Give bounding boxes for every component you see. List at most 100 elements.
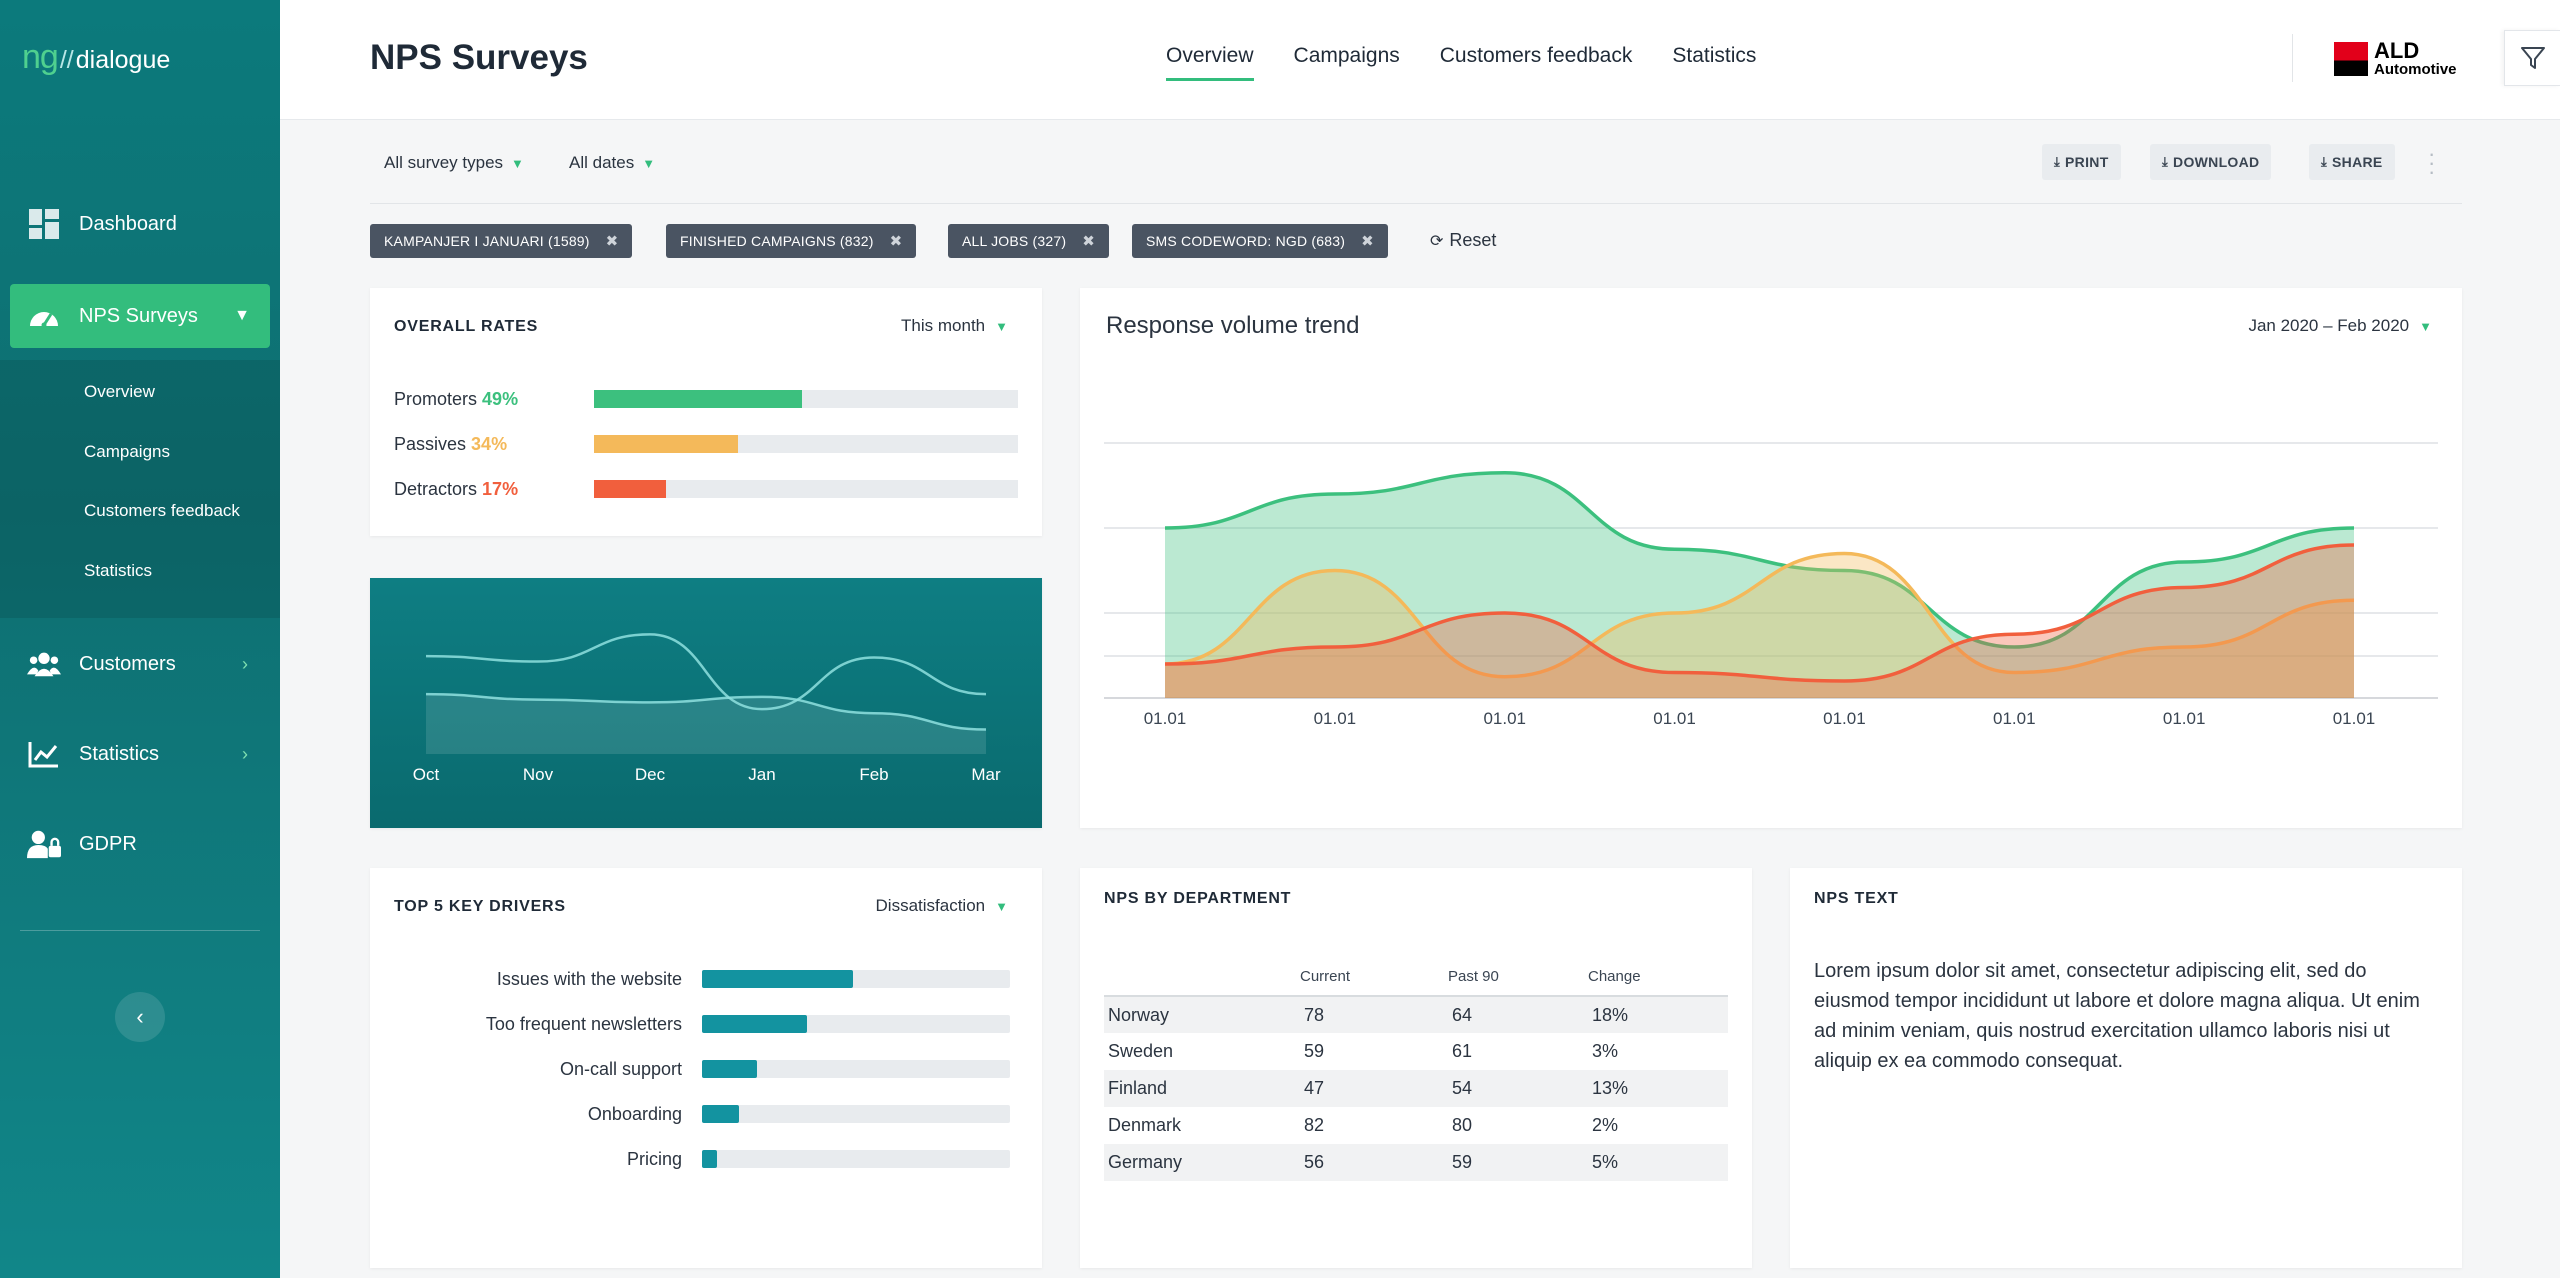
collapse-sidebar-button[interactable]: ‹ bbox=[115, 992, 165, 1042]
sidebar-item-label: Customers bbox=[79, 652, 176, 675]
driver-track bbox=[702, 1015, 1010, 1033]
date-range-dropdown[interactable]: Jan 2020 – Feb 2020 ▼ bbox=[2248, 316, 2432, 336]
sidebar-item-gdpr[interactable]: GDPR bbox=[0, 816, 280, 872]
rate-name: Detractors bbox=[394, 479, 478, 499]
tab-campaigns[interactable]: Campaigns bbox=[1293, 44, 1400, 67]
nps-text-body: Lorem ipsum dolor sit amet, consectetur … bbox=[1814, 960, 2420, 1072]
series-area bbox=[1165, 545, 2354, 698]
subnav-item-customers-feedback[interactable]: Customers feedback bbox=[84, 501, 240, 520]
table-row: Norway 78 64 18% bbox=[1104, 996, 1728, 1033]
table-cell: 56 bbox=[1300, 1144, 1448, 1181]
more-options-icon[interactable]: · · · bbox=[2428, 141, 2436, 184]
date-dropdown[interactable]: All dates ▼ bbox=[569, 153, 655, 173]
close-icon[interactable]: ✖ bbox=[1361, 233, 1374, 250]
share-button[interactable]: ⤓ SHARE bbox=[2309, 144, 2395, 180]
table-cell: 61 bbox=[1452, 1041, 1473, 1061]
close-icon[interactable]: ✖ bbox=[889, 233, 903, 250]
subnav-item-overview[interactable]: Overview bbox=[84, 382, 155, 401]
driver-label: Pricing bbox=[626, 1149, 682, 1169]
logo-slash: // bbox=[59, 46, 74, 74]
subnav-item-campaigns[interactable]: Campaigns bbox=[84, 442, 170, 461]
mini-line-chart: Oct Nov Dec Jan Feb Mar bbox=[413, 633, 1001, 784]
tab-customers-feedback[interactable]: Customers feedback bbox=[1439, 44, 1633, 67]
dropdown-value: All survey types bbox=[384, 153, 504, 172]
key-drivers-card: TOP 5 KEY DRIVERS Dissatisfaction ▼ Issue… bbox=[370, 868, 1042, 1268]
print-button[interactable]: ⤓ PRINT bbox=[2042, 144, 2121, 180]
driver-bar bbox=[702, 1150, 718, 1168]
rate-value: 49% bbox=[482, 389, 519, 409]
reset-filters-button[interactable]: ⟳ Reset bbox=[1430, 230, 1496, 251]
department-table: Current Past 90 Change Norway 78 64 18% Swed… bbox=[1104, 958, 1728, 1181]
download-icon: ⤓ bbox=[2162, 154, 2169, 169]
series-line bbox=[1164, 543, 2355, 683]
tab-overview[interactable]: Overview bbox=[1166, 44, 1254, 81]
reset-label: Reset bbox=[1449, 230, 1497, 250]
sidebar: ng // dialogue Dashboard NPS Surveys ▼ O… bbox=[0, 0, 280, 1278]
chevron-down-icon: ▼ bbox=[234, 307, 250, 324]
dropdown-value: All dates bbox=[569, 153, 635, 172]
driver-track bbox=[702, 1060, 1010, 1078]
x-tick-label: 01.01 bbox=[1314, 709, 1357, 728]
x-tick-label: 01.01 bbox=[1144, 709, 1187, 728]
table-cell: 2% bbox=[1592, 1115, 1619, 1135]
chart-line-icon bbox=[27, 737, 61, 771]
header-tabs: Overview Campaigns Customers feedback St… bbox=[1166, 44, 1756, 81]
brand-name: ALD bbox=[2374, 38, 2420, 63]
period-dropdown[interactable]: This month ▼ bbox=[901, 316, 1008, 336]
rate-bar-passives bbox=[594, 435, 739, 453]
header-divider bbox=[2292, 34, 2293, 82]
filter-chip: ALL JOBS (327) ✖ bbox=[948, 224, 1109, 258]
x-tick-label: 01.01 bbox=[1653, 709, 1696, 728]
series-line bbox=[1164, 470, 2355, 649]
close-icon[interactable]: ✖ bbox=[605, 233, 619, 250]
brand-subname: Automotive bbox=[2374, 61, 2457, 78]
chevron-down-icon: ▼ bbox=[642, 156, 656, 171]
table-body: Norway 78 64 18% Sweden 59 61 3% Finland 47 54 13% D… bbox=[1104, 996, 1728, 1181]
table-header-row: Current Past 90 Change bbox=[1104, 958, 1728, 997]
driver-label: Too frequent newsletters bbox=[485, 1014, 682, 1034]
driver-track bbox=[702, 1105, 1010, 1123]
top-header: NPS Surveys Overview Campaigns Customers… bbox=[280, 0, 2560, 120]
download-button[interactable]: ⤓ DOWNLOAD bbox=[2150, 144, 2272, 180]
filter-button[interactable] bbox=[2504, 30, 2560, 86]
table-cell: 47 bbox=[1300, 1070, 1448, 1107]
logo-ng: ng bbox=[22, 38, 59, 76]
filter-chip: SMS CODEWORD: NGD (683) ✖ bbox=[1132, 224, 1388, 258]
rate-track bbox=[594, 390, 1018, 408]
refresh-icon: ⟳ bbox=[1430, 233, 1444, 250]
survey-type-dropdown[interactable]: All survey types ▼ bbox=[384, 153, 524, 173]
dropdown-value: Jan 2020 – Feb 2020 bbox=[2248, 316, 2410, 335]
x-tick-label: 01.01 bbox=[2163, 709, 2206, 728]
card-title: OVERALL RATES bbox=[394, 318, 539, 335]
response-area-chart: 01.01 01.01 01.01 01.01 01.01 01.01 01.01 01.01 bbox=[1104, 442, 2438, 728]
close-icon[interactable]: ✖ bbox=[1082, 233, 1095, 250]
filter-chip: KAMPANJER I JANUARI (1589) ✖ bbox=[370, 224, 633, 258]
rate-value: 17% bbox=[482, 479, 519, 499]
chip-label: KAMPANJER I JANUARI (1589) bbox=[384, 233, 590, 249]
sidebar-item-nps-surveys[interactable]: NPS Surveys ▼ bbox=[10, 284, 270, 348]
sidebar-item-statistics[interactable]: Statistics › bbox=[0, 726, 280, 782]
rate-bar-promoters bbox=[594, 390, 802, 408]
app-logo[interactable]: ng // dialogue bbox=[22, 38, 170, 77]
chip-label: SMS CODEWORD: NGD (683) bbox=[1146, 233, 1346, 249]
table-row: Denmark 82 80 2% bbox=[1104, 1107, 1728, 1144]
rate-track bbox=[594, 435, 1018, 453]
sidebar-item-dashboard[interactable]: Dashboard bbox=[0, 196, 280, 252]
x-tick-label: Nov bbox=[523, 765, 554, 784]
response-trend-card: Response volume trend Jan 2020 – Feb 202… bbox=[1080, 288, 2462, 828]
driver-track bbox=[702, 1150, 1010, 1168]
table-cell: 82 bbox=[1304, 1115, 1325, 1135]
gauge-icon bbox=[27, 299, 61, 333]
dropdown-value: This month bbox=[901, 316, 986, 335]
tab-statistics[interactable]: Statistics bbox=[1672, 44, 1757, 67]
rate-value: 34% bbox=[471, 434, 508, 454]
series-area bbox=[1165, 553, 2354, 698]
subnav-item-statistics[interactable]: Statistics bbox=[84, 561, 153, 580]
table-cell: 80 bbox=[1452, 1115, 1473, 1135]
driver-mode-dropdown[interactable]: Dissatisfaction ▼ bbox=[876, 896, 1008, 916]
sidebar-item-customers[interactable]: Customers › bbox=[0, 636, 280, 692]
card-title: NPS TEXT bbox=[1814, 890, 1899, 907]
filter-icon bbox=[2520, 47, 2545, 69]
rate-label-passives: Passives 34% bbox=[394, 434, 507, 455]
sidebar-item-label: Statistics bbox=[79, 742, 160, 765]
